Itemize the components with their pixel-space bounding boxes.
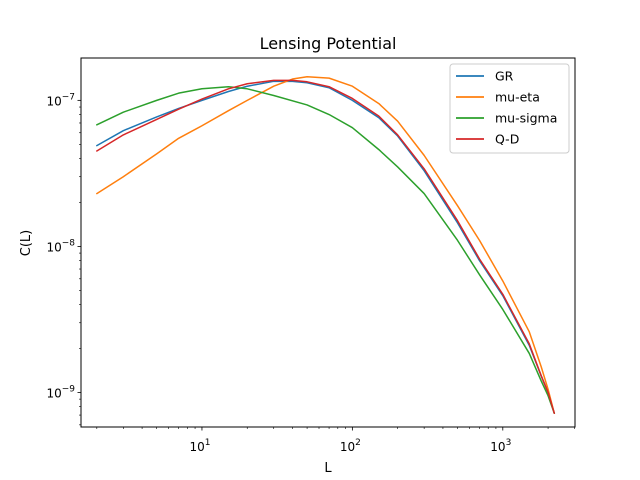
x-tick-label-base: 10 xyxy=(189,440,204,454)
legend: GR mu-eta mu-sigma Q-D xyxy=(449,63,570,154)
y-axis-ticks: 10−910−810−7 xyxy=(46,92,81,426)
y-tick-label-base: 10 xyxy=(46,386,61,400)
y-tick-label: 10−9 xyxy=(46,384,75,400)
y-tick-label: 10−7 xyxy=(46,92,75,108)
y-tick-label-base: 10 xyxy=(46,94,61,108)
x-tick-label: 101 xyxy=(189,438,210,454)
legend-box xyxy=(449,63,570,154)
x-axis-label: L xyxy=(324,461,332,476)
plot-area xyxy=(96,76,556,415)
y-axis-label: C(L) xyxy=(19,230,34,256)
y-tick-label-exponent: −8 xyxy=(62,238,76,248)
legend-entry-label: mu-sigma xyxy=(495,111,557,126)
series-line-mu-sigma xyxy=(96,85,556,415)
series-line-q-d xyxy=(96,79,556,415)
x-tick-label-exponent: 3 xyxy=(506,438,512,448)
y-tick-label-exponent: −7 xyxy=(62,92,75,102)
x-tick-label-exponent: 1 xyxy=(205,438,211,448)
chart-title: Lensing Potential xyxy=(260,34,397,53)
legend-entry-label: mu-eta xyxy=(495,90,540,105)
y-tick-label-base: 10 xyxy=(46,240,61,254)
y-tick-label-exponent: −9 xyxy=(62,384,76,394)
x-tick-label-base: 10 xyxy=(340,440,355,454)
y-tick-label: 10−8 xyxy=(46,238,75,254)
x-tick-label: 102 xyxy=(340,438,361,454)
legend-entry-label: GR xyxy=(495,69,514,84)
x-tick-label-exponent: 2 xyxy=(355,438,361,448)
legend-entry-label: Q-D xyxy=(495,132,519,147)
x-axis-ticks: 101 102 103 xyxy=(96,427,575,454)
axes-frame xyxy=(80,57,576,428)
series-line-mu-eta xyxy=(96,76,556,415)
x-tick-label-base: 10 xyxy=(490,440,505,454)
x-tick-label: 103 xyxy=(490,438,511,454)
